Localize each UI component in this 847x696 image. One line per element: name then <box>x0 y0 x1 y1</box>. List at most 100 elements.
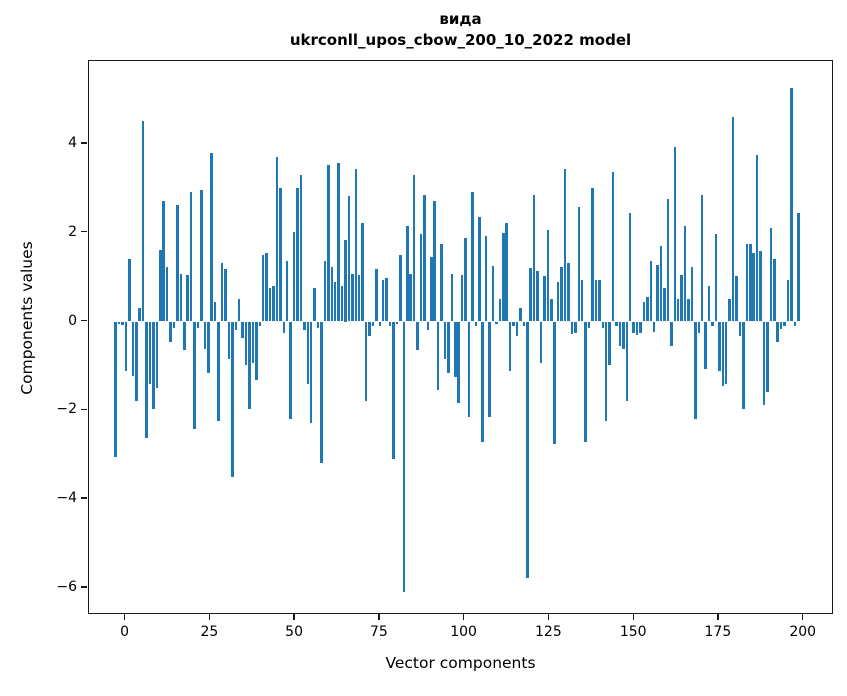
bar <box>711 321 714 326</box>
bar <box>213 301 217 322</box>
bar <box>347 196 351 322</box>
x-tick-label: 175 <box>704 624 732 640</box>
bar <box>680 275 683 322</box>
bar <box>419 234 423 322</box>
bar <box>279 187 282 322</box>
bar <box>687 299 690 322</box>
bar <box>460 275 464 322</box>
bar <box>128 258 131 322</box>
y-tick-mark <box>81 408 87 410</box>
bar <box>433 200 436 322</box>
bar <box>333 281 337 322</box>
bar <box>769 227 773 322</box>
x-tick-label: 0 <box>120 624 130 640</box>
bar <box>388 321 392 326</box>
bar <box>327 165 330 322</box>
bar <box>594 279 598 322</box>
bar <box>443 321 447 359</box>
bar <box>436 321 440 390</box>
bar <box>508 321 512 372</box>
bar <box>491 266 495 322</box>
bar <box>783 321 786 326</box>
y-tick-mark <box>81 319 87 322</box>
y-tick-label: 0 <box>68 312 77 329</box>
bar <box>220 262 224 322</box>
bar <box>659 246 663 322</box>
bar <box>690 267 694 322</box>
bar <box>601 321 604 329</box>
bar <box>371 321 375 326</box>
bar <box>639 321 642 333</box>
bar <box>635 321 639 335</box>
bar <box>306 321 310 384</box>
bar <box>704 321 707 369</box>
bar <box>735 276 738 322</box>
x-tick-label: 100 <box>450 624 477 640</box>
bar <box>766 321 769 393</box>
bar <box>272 285 275 322</box>
x-tick-mark <box>123 614 126 620</box>
bar <box>447 321 450 374</box>
bar <box>251 321 255 363</box>
bar <box>574 321 577 334</box>
bar <box>522 321 526 326</box>
bar <box>289 321 292 420</box>
bar <box>231 321 234 478</box>
bar <box>265 252 268 322</box>
bar <box>320 321 323 463</box>
bar <box>368 321 371 336</box>
bar <box>364 321 368 401</box>
bar <box>138 308 141 322</box>
bar <box>663 288 666 322</box>
bar <box>255 321 258 380</box>
bar <box>526 321 529 579</box>
y-tick-mark <box>81 497 87 499</box>
bar <box>145 321 148 438</box>
bar <box>471 192 474 322</box>
x-tick-mark <box>632 614 634 620</box>
bar <box>577 206 580 322</box>
bar <box>484 235 488 322</box>
bar <box>478 217 481 322</box>
bar <box>694 321 697 420</box>
bar <box>148 321 152 384</box>
bar <box>515 321 519 336</box>
bar <box>313 288 316 322</box>
bar <box>512 321 515 326</box>
bar <box>244 321 248 365</box>
bar <box>649 261 653 322</box>
x-tick-label: 150 <box>619 624 647 640</box>
bar <box>189 192 193 322</box>
bar <box>707 285 711 322</box>
bar <box>155 321 159 389</box>
bar <box>543 276 546 322</box>
bar <box>488 321 491 417</box>
bar <box>159 250 162 322</box>
bar <box>402 321 406 593</box>
x-tick-label: 200 <box>789 624 817 640</box>
x-tick-mark <box>802 614 804 620</box>
bar <box>114 321 117 457</box>
bar <box>724 321 728 384</box>
bar <box>299 175 303 322</box>
bar <box>498 299 502 322</box>
bar <box>375 269 378 322</box>
bar <box>556 281 560 322</box>
bar <box>464 238 467 322</box>
bar <box>797 213 800 322</box>
bar <box>193 321 196 430</box>
x-tick-mark <box>717 614 719 620</box>
bar <box>399 254 402 322</box>
bar <box>309 321 313 424</box>
bar <box>258 321 261 326</box>
bar <box>241 321 244 338</box>
bar <box>330 267 334 322</box>
chart-title-line1: вида <box>439 10 482 28</box>
bar <box>615 321 618 326</box>
bar <box>316 321 320 329</box>
bar <box>622 321 625 349</box>
bar <box>357 275 361 322</box>
bar <box>285 261 289 322</box>
bar <box>604 321 608 422</box>
